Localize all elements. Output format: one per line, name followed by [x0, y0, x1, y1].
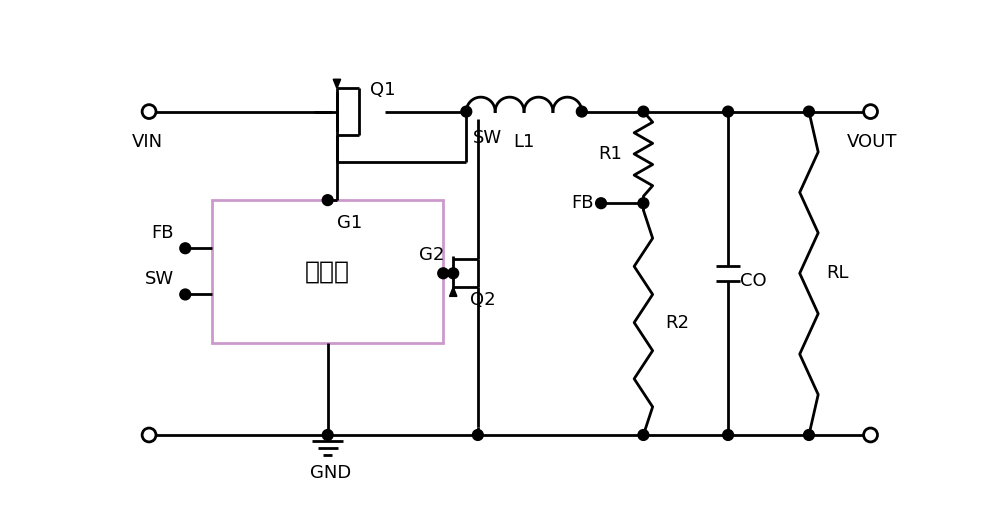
Text: L1: L1 — [513, 133, 535, 151]
Circle shape — [576, 106, 587, 117]
Text: Q1: Q1 — [370, 81, 396, 99]
Bar — [212, 200, 443, 343]
Circle shape — [638, 198, 649, 209]
Circle shape — [723, 430, 733, 440]
Text: SW: SW — [145, 270, 174, 288]
Circle shape — [180, 289, 191, 300]
Circle shape — [638, 430, 649, 440]
Text: VIN: VIN — [132, 133, 163, 151]
Text: GND: GND — [310, 464, 351, 482]
Circle shape — [723, 106, 733, 117]
Text: R1: R1 — [598, 145, 622, 163]
Circle shape — [804, 430, 814, 440]
Circle shape — [461, 106, 472, 117]
Circle shape — [638, 106, 649, 117]
Text: VOUT: VOUT — [847, 133, 897, 151]
Circle shape — [180, 243, 191, 254]
Text: FB: FB — [571, 194, 593, 212]
Text: 控制器: 控制器 — [305, 260, 350, 284]
Text: FB: FB — [151, 224, 174, 242]
Circle shape — [322, 195, 333, 205]
Text: CO: CO — [740, 272, 766, 290]
Text: G1: G1 — [337, 214, 362, 232]
Circle shape — [472, 430, 483, 440]
Text: R2: R2 — [665, 313, 689, 331]
Text: SW: SW — [472, 129, 502, 146]
Circle shape — [322, 430, 333, 440]
Text: RL: RL — [826, 264, 848, 282]
Text: G2: G2 — [419, 246, 444, 264]
Circle shape — [438, 268, 449, 279]
Circle shape — [448, 268, 459, 279]
Circle shape — [596, 198, 606, 209]
Polygon shape — [450, 287, 457, 296]
Circle shape — [804, 106, 814, 117]
Polygon shape — [333, 79, 341, 88]
Text: Q2: Q2 — [470, 291, 496, 309]
